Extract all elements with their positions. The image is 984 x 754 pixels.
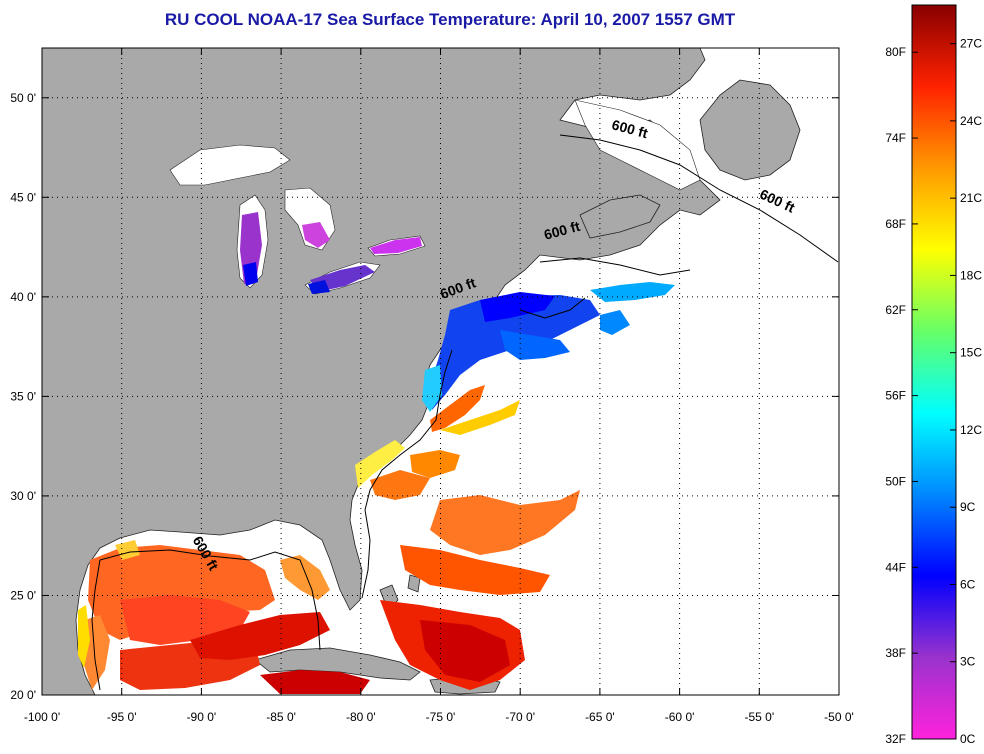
lat-tick-label: 45 0': [10, 190, 36, 204]
celsius-label: 27C: [960, 37, 982, 51]
celsius-label: 3C: [960, 655, 976, 669]
lon-tick-label: -60 0': [665, 710, 695, 724]
lat-tick-label: 50 0': [10, 91, 36, 105]
celsius-label: 12C: [960, 423, 982, 437]
sst-patch: [190, 612, 330, 660]
fahrenheit-label: 68F: [885, 217, 906, 231]
celsius-label: 21C: [960, 191, 982, 205]
lon-tick-label: -85 0': [266, 710, 296, 724]
sst-patch: [243, 262, 258, 286]
fahrenheit-label: 44F: [885, 560, 906, 574]
lon-tick-label: -65 0': [585, 710, 615, 724]
newfoundland-land: [699, 79, 801, 181]
nova-scotia-land: [579, 194, 661, 239]
lon-tick-label: -100 0': [24, 710, 60, 724]
sst-patch: [308, 280, 330, 294]
lat-tick-label: 35 0': [10, 389, 36, 403]
sst-patch: [422, 365, 442, 412]
sst-patch: [370, 237, 422, 254]
lat-tick-label: 20 0': [10, 688, 36, 702]
sst-patch: [440, 400, 520, 435]
fahrenheit-label: 38F: [885, 646, 906, 660]
sst-patch: [260, 670, 370, 694]
colorbar-gradient: [911, 4, 957, 740]
lon-tick-label: -95 0': [107, 710, 137, 724]
fahrenheit-label: 80F: [885, 45, 906, 59]
gulf-of-st-lawrence: [574, 99, 701, 191]
sst-patch: [370, 470, 430, 500]
lon-tick-label: -80 0': [346, 710, 376, 724]
colorbar-labels: 27C 24C 21C 18C 15C 12C 9C 6C 3C 0C 80F 74F 68F 62F 56…: [885, 37, 982, 746]
sst-patch: [430, 385, 485, 432]
isobath-line: [519, 297, 586, 319]
map-title: RU COOL NOAA-17 Sea Surface Temperature:…: [164, 10, 736, 29]
sst-patch: [480, 292, 555, 322]
sst-patch: [280, 555, 330, 600]
land-layer: [41, 47, 801, 696]
sst-patch: [78, 605, 90, 668]
celsius-label: 0C: [960, 732, 976, 746]
lon-tick-label: -90 0': [187, 710, 217, 724]
lon-tick-label: -75 0': [426, 710, 456, 724]
lon-tick-label: -50 0': [824, 710, 854, 724]
sst-patch: [590, 282, 675, 302]
celsius-label: 15C: [960, 346, 982, 360]
isobath-line: [559, 134, 839, 263]
sst-data-layer: [78, 212, 675, 694]
sst-patch: [428, 295, 600, 410]
lat-tick-label: 40 0': [10, 290, 36, 304]
isobath-line: [99, 549, 321, 651]
cuba-land: [254, 647, 421, 681]
fahrenheit-label: 62F: [885, 303, 906, 317]
sst-patch: [430, 490, 580, 555]
isobath-line: [91, 559, 101, 691]
isobath-600ft: [91, 134, 839, 691]
sst-patch: [500, 330, 570, 360]
sst-patch: [400, 545, 550, 595]
fahrenheit-label: 56F: [885, 389, 906, 403]
fahrenheit-label: 50F: [885, 474, 906, 488]
sst-patch: [420, 620, 510, 682]
lon-tick-label: -55 0': [744, 710, 774, 724]
isobath-line: [361, 349, 453, 599]
lat-tick-label: 25 0': [10, 588, 36, 602]
temperature-colorbar: 27C 24C 21C 18C 15C 12C 9C 6C 3C 0C 80F 74F 68F 62F 56…: [885, 4, 982, 746]
sst-patch: [600, 310, 630, 335]
fahrenheit-label: 32F: [885, 732, 906, 746]
fahrenheit-label: 74F: [885, 131, 906, 145]
lake-superior: [169, 144, 291, 186]
isobath-line: [539, 257, 691, 276]
celsius-label: 18C: [960, 268, 982, 282]
sst-patch: [410, 450, 460, 478]
sst-patch: [355, 440, 405, 488]
sst-patch: [302, 222, 330, 248]
sst-patch: [84, 615, 110, 690]
lon-tick-label: -70 0': [505, 710, 535, 724]
lat-tick-label: 30 0': [10, 489, 36, 503]
sst-patch: [115, 540, 140, 560]
celsius-label: 9C: [960, 500, 976, 514]
celsius-label: 24C: [960, 114, 982, 128]
axis-ticks: -100 0' -95 0' -90 0' -85 0' -80 0' -75 0' -70…: [10, 48, 854, 724]
celsius-label: 6C: [960, 577, 976, 591]
